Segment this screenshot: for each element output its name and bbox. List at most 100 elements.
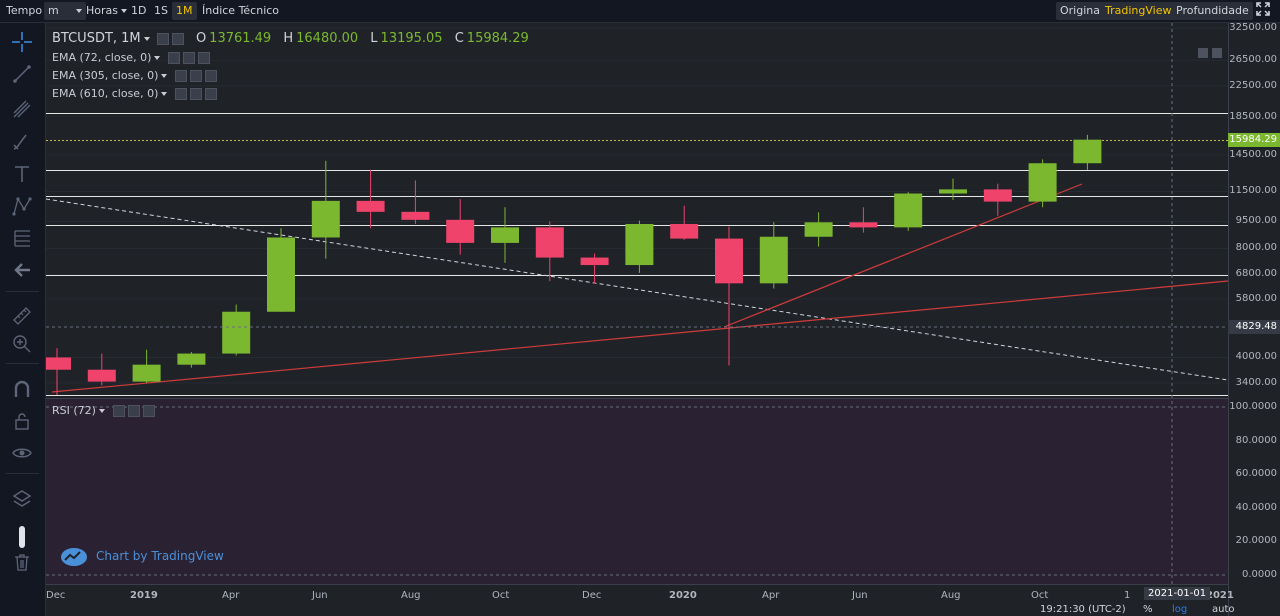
candle[interactable]	[446, 219, 475, 243]
trendline-icon[interactable]	[11, 63, 33, 85]
candle[interactable]	[625, 223, 654, 266]
log-toggle[interactable]: log	[1172, 604, 1188, 615]
candle[interactable]	[1073, 139, 1102, 164]
candle[interactable]	[401, 211, 430, 220]
interval-1s[interactable]: 1S	[154, 4, 168, 17]
settings-icon[interactable]	[190, 70, 203, 82]
time-tick-label: Aug	[401, 590, 421, 601]
red-trendline-long[interactable]	[51, 280, 1229, 393]
view-tradingview[interactable]: TradingView	[1101, 2, 1176, 20]
candle[interactable]	[267, 237, 295, 312]
low-value: 13195.05	[380, 31, 443, 46]
eye-icon[interactable]	[11, 442, 33, 464]
lock-icon[interactable]	[11, 410, 33, 432]
tradingview-logo-icon	[61, 548, 87, 566]
dashed-trendline[interactable]	[45, 198, 1229, 381]
candle[interactable]	[759, 236, 788, 284]
tradingview-watermark[interactable]: Chart by TradingView	[60, 545, 224, 567]
auto-toggle[interactable]: auto	[1212, 604, 1235, 615]
candle[interactable]	[804, 222, 833, 237]
close-icon[interactable]	[205, 70, 218, 82]
crosshair-price-badge: 4829.48	[1228, 320, 1280, 334]
settings-icon[interactable]	[183, 52, 196, 64]
horas-dropdown[interactable]: Horas	[82, 2, 131, 20]
rsi-tick-label: 100.0000	[1229, 401, 1277, 412]
settings-icon[interactable]	[171, 32, 184, 45]
time-tick-label: 1	[1124, 590, 1131, 601]
time-axis[interactable]: Dec 2019 Apr Jun Aug Oct Dec 2020 Apr Jun Aug Oct 1 2…	[46, 584, 1234, 616]
candle[interactable]	[491, 227, 519, 243]
price-tick-label: 5800.00	[1235, 293, 1277, 305]
open-value: 13761.49	[209, 31, 272, 46]
candle[interactable]	[939, 189, 967, 194]
interval-1m[interactable]: 1M	[172, 2, 197, 20]
settings-icon[interactable]	[175, 70, 188, 82]
study-ema610[interactable]: EMA (610, close, 0)	[52, 87, 218, 100]
fib-icon[interactable]	[11, 227, 33, 249]
magnet-icon[interactable]	[11, 378, 33, 400]
price-tick-label: 4000.00	[1235, 351, 1277, 363]
candle[interactable]	[222, 311, 251, 354]
interval-1d[interactable]: 1D	[131, 4, 147, 17]
unit-select[interactable]: m	[44, 2, 86, 20]
arrow-left-icon[interactable]	[11, 259, 33, 281]
candle[interactable]	[132, 364, 161, 382]
trash-icon[interactable]	[11, 551, 33, 573]
settings-icon[interactable]	[112, 405, 125, 417]
zoom-icon[interactable]	[11, 333, 33, 355]
crosshair-icon[interactable]	[11, 31, 33, 53]
pattern-icon[interactable]	[11, 195, 33, 217]
settings-icon[interactable]	[156, 32, 169, 45]
close-icon[interactable]	[205, 88, 218, 100]
candle[interactable]	[87, 369, 116, 382]
chevron-down-icon[interactable]	[143, 36, 150, 41]
candle[interactable]	[715, 238, 743, 284]
close-icon[interactable]	[198, 52, 211, 64]
candle[interactable]	[356, 200, 385, 212]
study-ema305[interactable]: EMA (305, close, 0)	[52, 69, 218, 82]
scroll-right-button[interactable]	[1212, 48, 1222, 58]
settings-icon[interactable]	[190, 88, 203, 100]
candle[interactable]	[311, 200, 340, 238]
red-trendline-short[interactable]	[723, 183, 1083, 328]
ruler-icon[interactable]	[11, 305, 33, 327]
percent-toggle[interactable]: %	[1143, 604, 1153, 615]
candle[interactable]	[849, 222, 878, 228]
chevron-down-icon[interactable]	[161, 92, 168, 96]
scroll-handle[interactable]	[11, 526, 33, 548]
price-axis[interactable]: 32500.00 26500.00 22500.00 18500.00 14500.00…	[1228, 22, 1280, 616]
study-rsi[interactable]: RSI (72)	[52, 404, 155, 417]
candle[interactable]	[983, 189, 1012, 202]
symbol-name[interactable]: BTCUSDT, 1M	[52, 31, 141, 46]
candle[interactable]	[670, 223, 699, 239]
scroll-left-button[interactable]	[1198, 48, 1208, 58]
view-profundidade[interactable]: Profundidade	[1172, 2, 1253, 20]
candle[interactable]	[43, 357, 71, 370]
candle[interactable]	[177, 353, 206, 365]
candle[interactable]	[1028, 163, 1057, 202]
price-tick-label: 22500.00	[1229, 79, 1277, 91]
study-ema72[interactable]: EMA (72, close, 0)	[52, 51, 211, 64]
candle[interactable]	[535, 227, 564, 258]
text-icon[interactable]	[11, 163, 33, 185]
settings-icon[interactable]	[175, 88, 188, 100]
chevron-down-icon[interactable]	[98, 409, 105, 413]
top-toolbar: Tempo m Horas 1D 1S 1M Índice Técnico Or…	[0, 0, 1280, 23]
fullscreen-button[interactable]	[1252, 2, 1280, 20]
chevron-down-icon[interactable]	[161, 74, 168, 78]
price-tick-label: 26500.00	[1229, 54, 1277, 66]
close-icon[interactable]	[142, 405, 155, 417]
chevron-down-icon[interactable]	[154, 56, 161, 60]
settings-icon[interactable]	[127, 405, 140, 417]
pitchfork-icon[interactable]	[11, 98, 33, 120]
settings-icon[interactable]	[168, 52, 181, 64]
layers-icon[interactable]	[11, 488, 33, 510]
candle[interactable]	[580, 257, 609, 266]
rsi-tick-label: 20.0000	[1235, 535, 1277, 547]
brush-icon[interactable]	[11, 130, 33, 152]
rsi-tick-label: 80.0000	[1235, 434, 1277, 446]
indicators-button[interactable]: Índice Técnico	[202, 4, 280, 17]
view-original[interactable]: Original	[1056, 2, 1108, 20]
candle[interactable]	[894, 193, 923, 228]
